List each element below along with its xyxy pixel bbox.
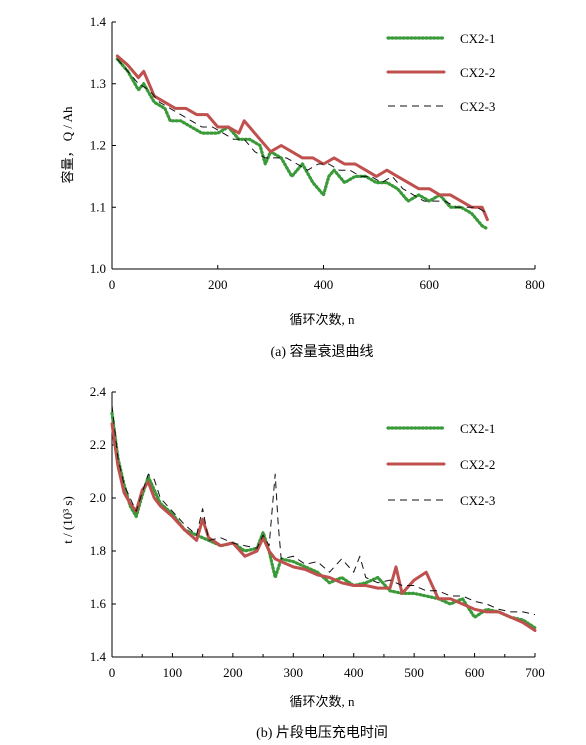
- series-line-cx2-3: [111, 405, 536, 616]
- y-tick-label: 1.8: [90, 543, 106, 558]
- x-tick-label: 600: [420, 277, 440, 292]
- y-tick-label: 1.3: [90, 76, 106, 91]
- y-tick-label: 1.6: [90, 596, 107, 611]
- x-tick-label: 200: [208, 277, 228, 292]
- y-tick-label: 2.2: [90, 437, 106, 452]
- series-line-cx2-1: [110, 411, 537, 630]
- x-tick-label: 400: [344, 665, 364, 680]
- y-tick-label: 1.2: [90, 138, 106, 153]
- x-tick-label: 0: [109, 665, 116, 680]
- legend-label-cx2-3: CX2-3: [460, 99, 495, 114]
- y-tick-label: 2.4: [90, 384, 107, 399]
- x-tick-label: 100: [163, 665, 183, 680]
- x-tick-label: 300: [284, 665, 304, 680]
- legend-label-cx2-2: CX2-2: [460, 457, 495, 472]
- x-tick-label: 600: [465, 665, 485, 680]
- x-tick-label: 400: [314, 277, 334, 292]
- y-tick-label: 2.0: [90, 490, 106, 505]
- x-tick-label: 200: [223, 665, 243, 680]
- chart-a-xlabel: 循环次数, n: [289, 312, 355, 327]
- y-tick-label: 1.4: [90, 14, 107, 29]
- y-tick-label: 1.4: [90, 649, 107, 664]
- series-line-cx2-1: [115, 57, 489, 231]
- chart-b-ylabel: t / (10³ s): [60, 496, 75, 544]
- legend-label-cx2-2: CX2-2: [460, 65, 495, 80]
- x-tick-label: 700: [525, 665, 545, 680]
- chart-a-caption: (a) 容量衰退曲线: [270, 343, 373, 360]
- chart-b-xlabel: 循环次数, n: [289, 694, 355, 709]
- y-tick-label: 1.1: [90, 199, 106, 214]
- x-tick-label: 800: [525, 277, 545, 292]
- series-line-cx2-3: [116, 58, 488, 214]
- x-tick-label: 0: [109, 277, 116, 292]
- legend-label-cx2-3: CX2-3: [460, 493, 495, 508]
- legend-label-cx2-1: CX2-1: [460, 421, 495, 436]
- x-tick-label: 500: [404, 665, 424, 680]
- chart-b-caption: (b) 片段电压充电时间: [256, 725, 388, 741]
- y-tick-label: 1.0: [90, 261, 106, 276]
- legend-label-cx2-1: CX2-1: [460, 31, 495, 46]
- series-line-cx2-2: [110, 422, 537, 632]
- chart-a-ylabel: 容量， Q / Ah: [60, 106, 75, 183]
- series-line-cx2-2: [115, 54, 489, 222]
